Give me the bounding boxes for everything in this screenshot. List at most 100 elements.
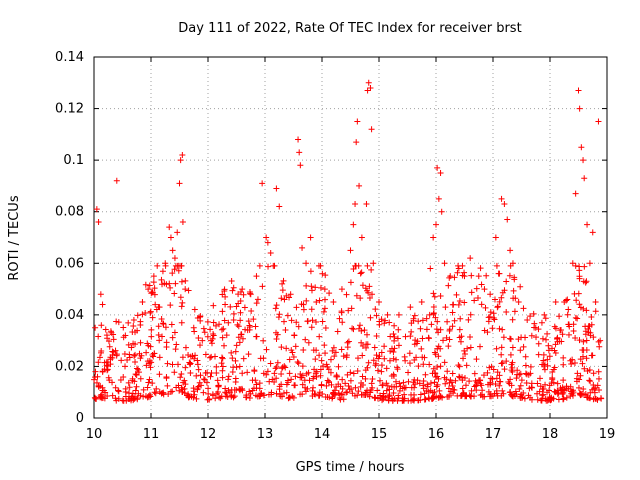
noise-point <box>570 328 577 335</box>
noise-point <box>155 323 162 330</box>
noise-point <box>291 332 298 339</box>
noise-point <box>477 343 484 350</box>
noise-point <box>361 327 368 334</box>
noise-point <box>234 321 241 328</box>
noise-point <box>249 387 256 394</box>
data-point <box>541 311 548 318</box>
noise-point <box>540 385 547 392</box>
noise-point <box>585 323 592 330</box>
noise-point <box>103 332 110 339</box>
noise-point <box>178 384 185 391</box>
noise-point <box>444 368 451 375</box>
noise-point <box>137 392 144 399</box>
noise-point <box>478 382 485 389</box>
noise-point <box>516 386 523 393</box>
noise-point <box>394 364 401 371</box>
data-point <box>264 239 271 246</box>
noise-point <box>309 317 316 324</box>
noise-point <box>190 388 197 395</box>
data-point <box>179 219 186 226</box>
noise-point <box>343 389 350 396</box>
noise-point <box>554 338 561 345</box>
data-point <box>441 260 448 267</box>
noise-point <box>93 379 100 386</box>
data-point <box>356 182 363 189</box>
noise-point <box>462 350 469 357</box>
noise-point <box>583 355 590 362</box>
noise-point <box>517 382 524 389</box>
noise-point <box>295 323 302 330</box>
noise-point <box>446 327 453 334</box>
noise-point <box>560 377 567 384</box>
noise-point <box>307 268 314 275</box>
noise-point <box>185 351 192 358</box>
noise-point <box>474 295 481 302</box>
noise-point <box>586 367 593 374</box>
data-point <box>313 298 320 305</box>
noise-point <box>191 306 198 313</box>
noise-point <box>261 392 268 399</box>
noise-point <box>218 354 225 361</box>
noise-point <box>371 344 378 351</box>
noise-point <box>465 316 472 323</box>
noise-point <box>270 262 277 269</box>
noise-point <box>282 327 289 334</box>
noise-point <box>194 385 201 392</box>
noise-point <box>455 362 462 369</box>
noise-point <box>142 310 149 317</box>
noise-point <box>588 313 595 320</box>
noise-point <box>542 381 549 388</box>
noise-point <box>241 304 248 311</box>
noise-point <box>456 297 463 304</box>
noise-point <box>110 331 117 338</box>
data-point <box>182 286 189 293</box>
noise-point <box>209 335 216 342</box>
noise-point <box>571 359 578 366</box>
noise-point <box>229 355 236 362</box>
noise-point <box>373 352 380 359</box>
noise-point <box>277 393 284 400</box>
noise-point <box>158 316 165 323</box>
data-point <box>122 332 129 339</box>
data-point <box>475 273 482 280</box>
data-point <box>162 260 169 267</box>
noise-point <box>161 280 168 287</box>
noise-point <box>264 368 271 375</box>
noise-point <box>452 377 459 384</box>
noise-point <box>235 334 242 341</box>
noise-point <box>151 350 158 357</box>
data-point <box>273 185 280 192</box>
noise-point <box>485 318 492 325</box>
noise-point <box>232 348 239 355</box>
data-point <box>384 311 391 318</box>
data-point <box>167 234 174 241</box>
noise-point <box>569 389 576 396</box>
noise-point <box>110 336 117 343</box>
noise-point <box>147 309 154 316</box>
noise-point <box>399 397 406 404</box>
noise-point <box>132 358 139 365</box>
noise-point <box>322 325 329 332</box>
x-tick-label: 13 <box>257 427 274 442</box>
noise-point <box>237 386 244 393</box>
data-point <box>296 149 303 156</box>
noise-point <box>584 394 591 401</box>
noise-point <box>133 383 140 390</box>
noise-point <box>374 387 381 394</box>
noise-point <box>143 349 150 356</box>
noise-point <box>518 377 525 384</box>
noise-point <box>360 391 367 398</box>
noise-point <box>473 285 480 292</box>
noise-point <box>477 392 484 399</box>
noise-point <box>592 396 599 403</box>
noise-point <box>430 290 437 297</box>
noise-point <box>510 295 517 302</box>
noise-point <box>92 368 99 375</box>
data-point <box>509 260 516 267</box>
noise-point <box>115 319 122 326</box>
noise-point <box>317 366 324 373</box>
noise-point <box>243 394 250 401</box>
noise-point <box>435 329 442 336</box>
noise-point <box>426 361 433 368</box>
noise-point <box>355 388 362 395</box>
